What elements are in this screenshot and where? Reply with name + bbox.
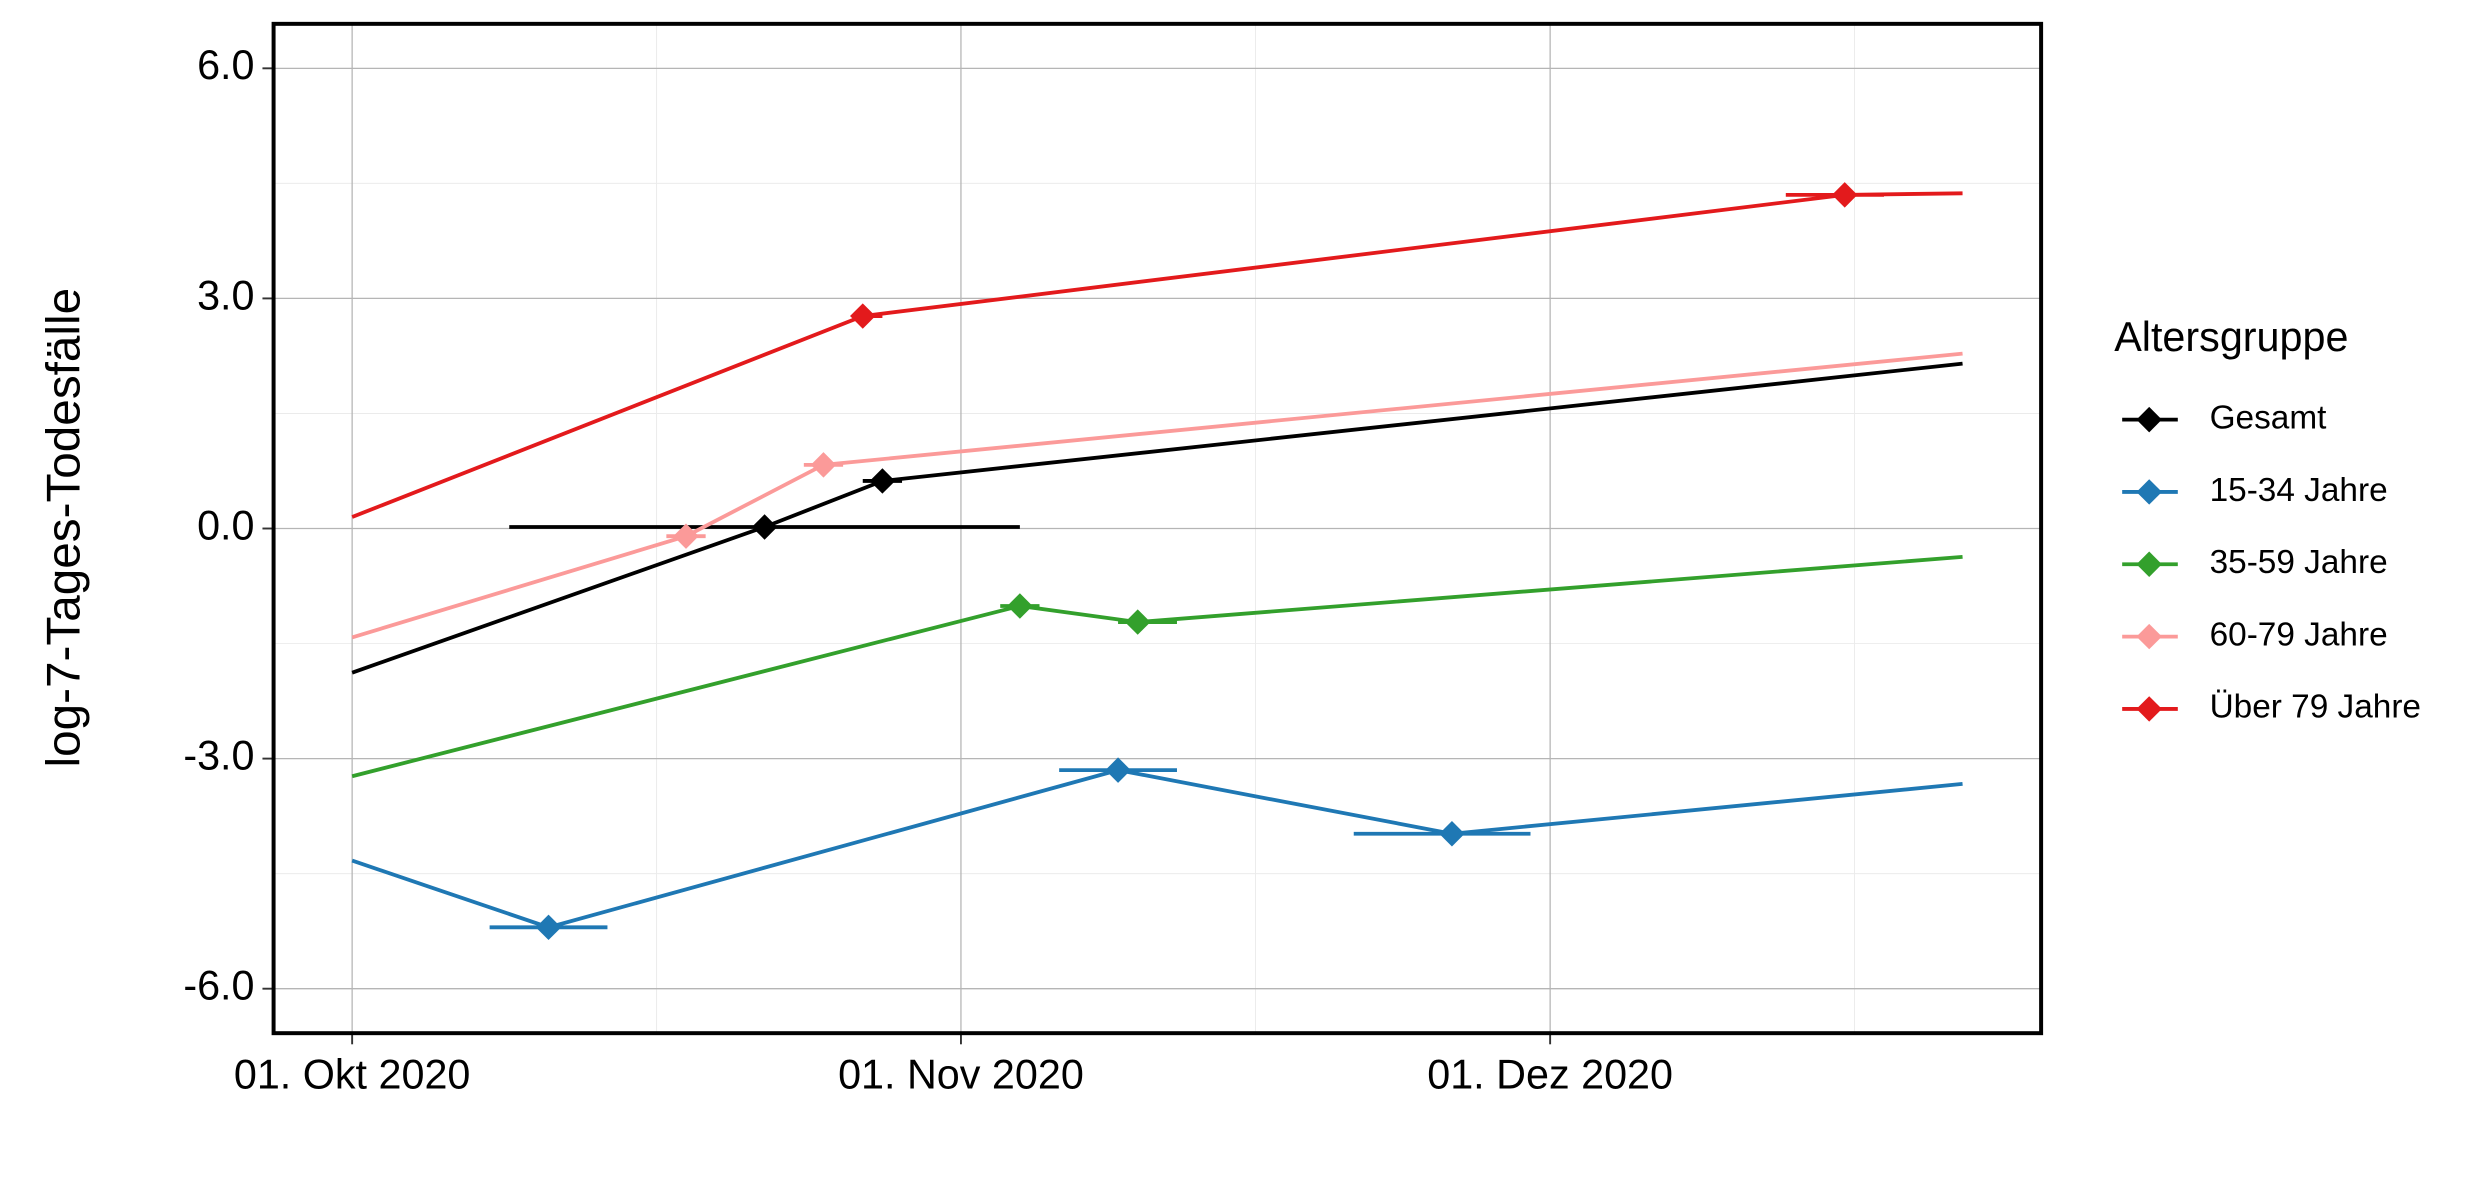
x-tick-label: 01. Okt 2020	[234, 1052, 471, 1098]
breakpoint	[1832, 182, 1858, 208]
y-tick-label: 6.0	[197, 42, 254, 88]
breakpoint	[673, 523, 699, 549]
legend-title: Altersgruppe	[2114, 314, 2348, 360]
legend-marker	[2136, 479, 2162, 505]
x-tick-label: 01. Dez 2020	[1427, 1052, 1673, 1098]
y-tick-label: 3.0	[197, 272, 254, 318]
series-line	[351, 351, 1963, 640]
legend-label: 60-79 Jahre	[2210, 616, 2388, 653]
breakpoint	[1007, 593, 1033, 619]
y-tick-label: 0.0	[197, 502, 254, 548]
breakpoint	[810, 452, 837, 478]
breakpoint	[751, 514, 778, 540]
legend-label: Gesamt	[2210, 399, 2328, 436]
series-line	[351, 768, 1963, 930]
legend-label: 15-34 Jahre	[2210, 472, 2388, 509]
y-tick-label: -6.0	[183, 963, 254, 1009]
x-tick-label: 01. Nov 2020	[838, 1052, 1084, 1098]
y-tick-label: -3.0	[183, 733, 254, 779]
legend-marker	[2136, 623, 2162, 650]
breakpoint	[1124, 609, 1151, 635]
breakpoint	[1439, 821, 1465, 847]
legend-marker	[2136, 406, 2162, 433]
legend-marker	[2136, 696, 2162, 722]
series-line	[351, 191, 1963, 519]
legend-label: 35-59 Jahre	[2210, 544, 2388, 581]
breakpoint	[1105, 757, 1131, 783]
breakpoint	[869, 468, 896, 494]
legend-label: Über 79 Jahre	[2210, 689, 2421, 726]
breakpoint	[850, 303, 876, 329]
y-axis-label: log-7-Tages-Todesfälle	[38, 288, 91, 768]
breakpoint	[535, 914, 562, 941]
plot-border	[271, 21, 2044, 1036]
legend-marker	[2136, 551, 2162, 577]
series-line	[351, 361, 1963, 675]
series-line	[351, 554, 1963, 779]
